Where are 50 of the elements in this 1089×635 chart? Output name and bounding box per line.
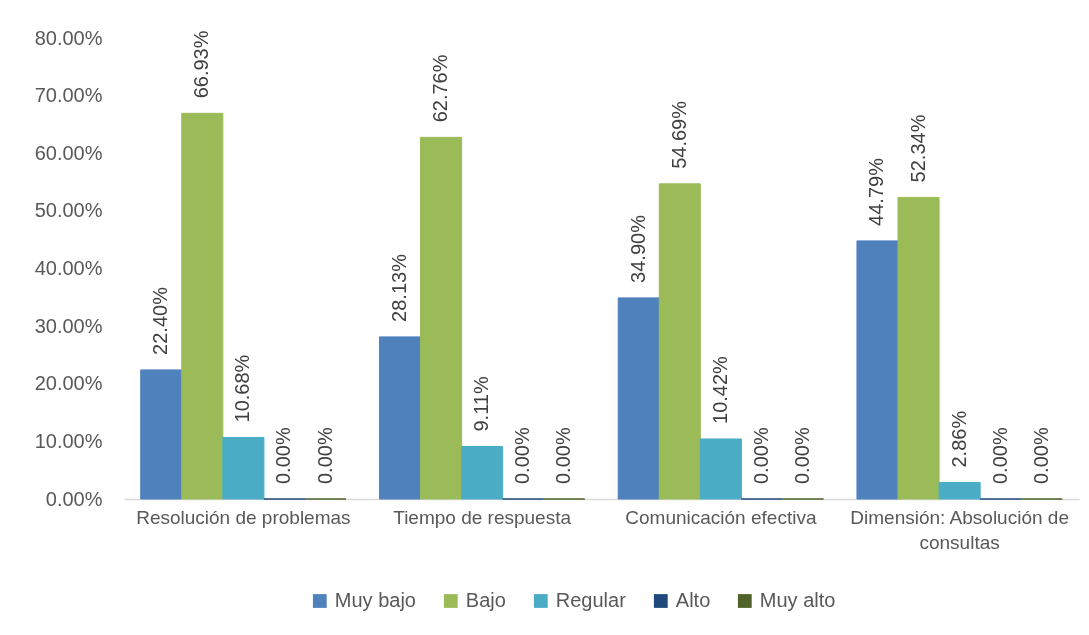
data-label: 0.00% — [1029, 427, 1052, 484]
y-tick-label: 70.00% — [34, 84, 103, 107]
x-tick-label: Comunicación efectiva — [625, 506, 817, 528]
y-tick-label: 20.00% — [34, 372, 103, 395]
data-label: 62.76% — [429, 54, 452, 123]
legend-label: Muy bajo — [334, 589, 416, 611]
legend-label: Muy alto — [759, 589, 836, 611]
x-tick-label: Resolución de problemas — [136, 506, 351, 528]
y-tick-label: 40.00% — [34, 257, 103, 279]
legend-label: Bajo — [465, 589, 506, 611]
bar — [140, 369, 183, 500]
bar — [617, 297, 660, 500]
data-label: 44.79% — [865, 157, 888, 226]
bar — [378, 336, 422, 500]
data-label: 0.00% — [749, 427, 772, 484]
y-tick-label: 80.00% — [34, 26, 103, 49]
data-label: 0.00% — [313, 427, 336, 484]
bar — [658, 183, 701, 500]
data-label: 28.13% — [387, 253, 410, 322]
data-label: 66.93% — [190, 30, 213, 99]
bar — [461, 446, 504, 500]
y-tick-label: 10.00% — [34, 429, 103, 452]
y-tick-label: 50.00% — [34, 199, 103, 222]
data-label: 2.86% — [947, 410, 970, 468]
y-tick-label: 0.00% — [45, 487, 103, 510]
x-tick-label: Dimensión: Absolución de consultas — [850, 506, 1069, 553]
bar — [938, 482, 981, 500]
bar — [897, 196, 940, 500]
data-label: 22.40% — [149, 286, 172, 355]
legend-label: Alto — [675, 589, 711, 611]
y-tick-label: 30.00% — [34, 314, 103, 337]
data-label: 0.00% — [272, 427, 295, 484]
bar — [699, 438, 742, 500]
y-tick-label: 60.00% — [34, 141, 103, 164]
bar — [420, 136, 463, 500]
data-label: 52.34% — [906, 114, 929, 183]
data-label: 54.69% — [667, 100, 690, 169]
data-label: 9.11% — [470, 376, 493, 432]
x-tick-label: Tiempo de respuesta — [393, 506, 572, 528]
legend-label: Regular — [555, 589, 627, 611]
data-label: 10.42% — [708, 355, 731, 424]
data-label: 10.68% — [231, 354, 254, 423]
bar — [181, 112, 224, 500]
data-label: 0.00% — [988, 427, 1011, 484]
data-label: 34.90% — [626, 214, 649, 283]
data-label: 0.00% — [511, 427, 534, 484]
bar — [222, 436, 265, 500]
data-label: 0.00% — [552, 427, 575, 484]
data-label: 0.00% — [791, 427, 814, 484]
bar — [856, 240, 899, 500]
